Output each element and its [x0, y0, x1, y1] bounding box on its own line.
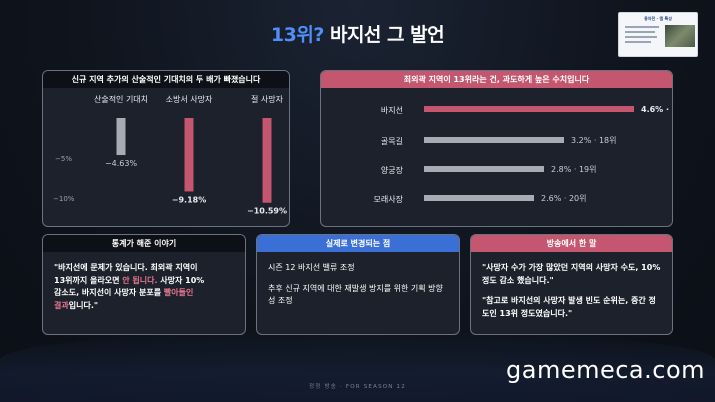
preview-text-line	[625, 31, 655, 33]
bar	[424, 137, 564, 143]
category-label: 골목길	[381, 137, 403, 146]
preview-title: 용자전 · 맵 특성	[644, 16, 672, 21]
ranking-chart-panel: 최외곽 지역이 13위라는 건, 과도하게 높은 수치입니다 바지선 4.6% ·…	[320, 70, 673, 227]
bar	[262, 118, 272, 203]
value-label: 4.6% · 13위	[641, 104, 673, 114]
category-label: 바지선	[381, 105, 403, 115]
bar	[424, 166, 544, 172]
broadcast-quotes: "사망자 수가 가장 많았던 지역의 사망자 수도, 10% 정도 감소 했습니…	[471, 252, 672, 320]
value-label: −10.59%	[247, 207, 287, 216]
watermark-logo: gamemeca.com	[506, 356, 706, 384]
background-wave	[0, 330, 715, 402]
value-label: 3.2% · 18위	[571, 136, 617, 145]
category-label: 산술적인 기대치	[94, 94, 148, 104]
bar	[424, 195, 534, 201]
preview-text-line	[625, 26, 659, 28]
panel-header: 실제로 변경되는 점	[257, 235, 459, 252]
slide-preview-thumbnail[interactable]: 용자전 · 맵 특성	[618, 12, 698, 57]
expected-value-bar-chart: −5% −10% 산술적인 기대치 −4.63% 소방서 사망자 −9.18% 절 사망자 −…	[53, 94, 287, 216]
bar	[116, 118, 126, 156]
category-label: 소방서 사망자	[166, 94, 213, 104]
quote-item: "사망자 수가 가장 많았던 지역의 사망자 수도, 10% 정도 감소 했습니…	[482, 263, 661, 285]
panel-header: 신규 지역 추가의 산술적인 기대치의 두 배가 빠졌습니다	[43, 71, 289, 88]
y-tick-label: −10%	[53, 195, 75, 203]
value-label: −9.18%	[172, 195, 206, 204]
quote-item: "참고로 바지선의 사망자 발생 빈도 순위는, 중간 정도인 13위 정도였습…	[482, 296, 656, 318]
expected-value-chart-panel: 신규 지역 추가의 산술적인 기대치의 두 배가 빠졌습니다 −5% −10% 산술…	[42, 70, 290, 227]
bar	[424, 106, 634, 112]
changes-list: 시즌 12 바지선 밸류 조정 추후 신규 지역에 대한 재발생 방지를 위한 …	[257, 252, 459, 308]
broadcast-quote-panel: 방송에서 한 말 "사망자 수가 가장 많았던 지역의 사망자 수도, 10% …	[470, 234, 673, 335]
preview-map-image	[665, 25, 695, 47]
statistics-quote: "바지선에 문제가 있습니다. 최외곽 지역이 13위까지 올라오면 안 됩니다…	[54, 263, 205, 310]
value-label: 2.8% · 19위	[551, 165, 597, 174]
value-label: −4.63%	[105, 159, 138, 168]
panel-header: 최외곽 지역이 13위라는 건, 과도하게 높은 수치입니다	[321, 71, 672, 88]
value-label: 2.6% · 20위	[541, 194, 587, 203]
category-label: 절 사망자	[251, 94, 284, 104]
panel-header: 방송에서 한 말	[471, 235, 672, 252]
bar	[184, 118, 194, 192]
page-title: 13위? 바지선 그 발언	[270, 24, 445, 46]
category-label: 양궁장	[381, 165, 404, 175]
panel-header: 통계가 해준 이야기	[43, 235, 245, 252]
preview-text-line	[625, 36, 657, 38]
actual-changes-panel: 실제로 변경되는 점 시즌 12 바지선 밸류 조정 추후 신규 지역에 대한 …	[256, 234, 460, 335]
footer-caption: 정정 방송 · FOR SEASON 12	[309, 384, 406, 390]
change-item: 추후 신규 지역에 대한 재발생 방지를 위한 기획 방향성 조정	[268, 283, 443, 306]
preview-text-line	[625, 41, 651, 43]
change-item: 시즌 12 바지선 밸류 조정	[268, 263, 355, 272]
category-label: 모래사장	[374, 194, 404, 204]
statistics-story-panel: 통계가 해준 이야기 "바지선에 문제가 있습니다. 최외곽 지역이 13위까지…	[42, 234, 246, 335]
y-tick-label: −5%	[55, 155, 72, 163]
